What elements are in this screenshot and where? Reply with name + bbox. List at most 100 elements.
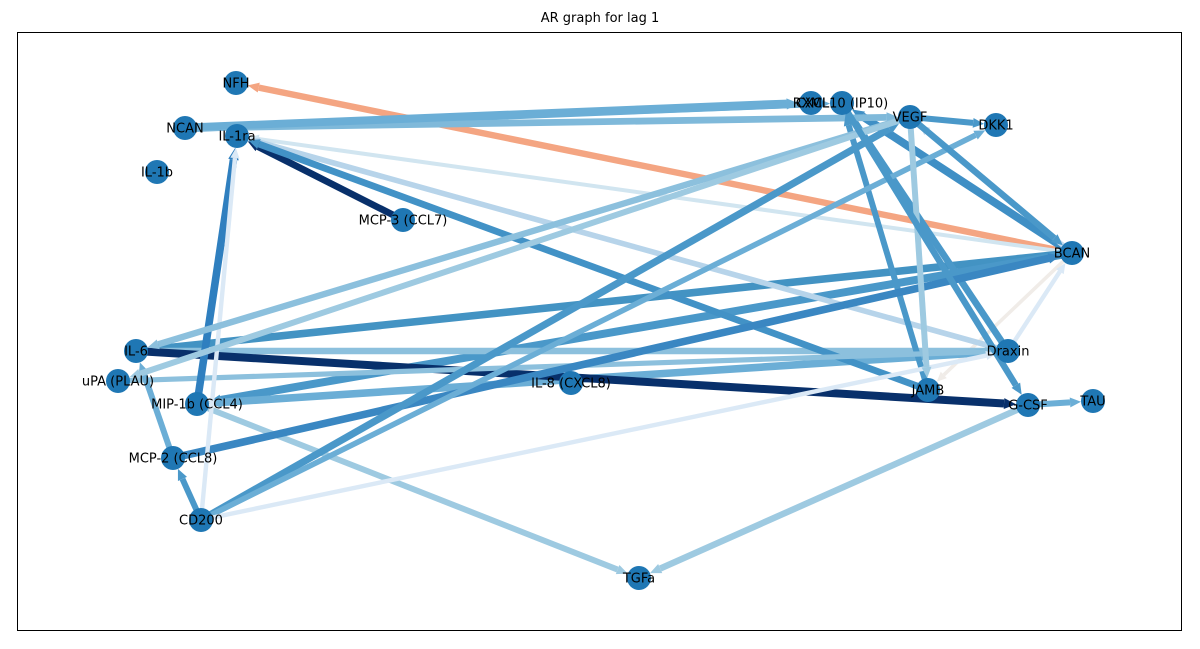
node-cxcl10 bbox=[830, 91, 854, 115]
edge-line bbox=[1006, 270, 1062, 353]
node-label-gcsf: G-CSF bbox=[1008, 399, 1048, 414]
node-label-il6: IL-6 bbox=[124, 345, 148, 360]
edge-layer bbox=[117, 82, 1082, 575]
edge-arrowhead bbox=[1069, 397, 1082, 408]
edge-arrowhead bbox=[936, 371, 947, 382]
edge-arrowhead bbox=[921, 366, 932, 379]
edge-draxin-to-bcan bbox=[1006, 263, 1066, 353]
node-label-nfh: NFH bbox=[223, 77, 250, 92]
node-label-cd200: CD200 bbox=[179, 514, 223, 529]
node-cd200 bbox=[189, 508, 213, 532]
edge-vegf-to-jamb bbox=[907, 116, 932, 379]
node-il1b bbox=[145, 160, 169, 184]
edge-arrowhead bbox=[247, 82, 260, 93]
node-bcan bbox=[1060, 241, 1084, 265]
edge-draxin-to-il1ra bbox=[248, 137, 1009, 354]
edge-vegf-to-bcan bbox=[907, 114, 1063, 246]
edge-arrowhead bbox=[230, 147, 240, 159]
node-ncan bbox=[173, 116, 197, 140]
edge-line bbox=[184, 100, 819, 132]
node-rxml bbox=[799, 91, 823, 115]
edge-line bbox=[907, 116, 930, 368]
node-label-il8: IL-8 (CXCL8) bbox=[531, 377, 611, 392]
node-label-vegf: VEGF bbox=[893, 111, 928, 126]
edge-arrowhead bbox=[147, 339, 160, 350]
edge-arrowhead bbox=[615, 564, 628, 575]
node-label-draxin: Draxin bbox=[987, 345, 1030, 360]
node-label-cxcl10: CXCL10 (IP10) bbox=[796, 97, 888, 112]
node-layer bbox=[106, 71, 1105, 590]
edge-line bbox=[258, 139, 1009, 354]
edge-arrowhead bbox=[1050, 234, 1063, 246]
node-il8 bbox=[559, 371, 583, 395]
edge-line bbox=[138, 114, 911, 377]
edge-gcsf-to-tgfa bbox=[649, 402, 1030, 574]
edge-mip1b-to-tgfa bbox=[195, 401, 628, 575]
edge-vegf-to-upa bbox=[129, 114, 911, 379]
node-label-il1ra: IL-1ra bbox=[218, 130, 255, 145]
edge-line bbox=[839, 101, 1019, 387]
edge-arrowhead bbox=[129, 369, 142, 379]
edge-arrowhead bbox=[177, 468, 187, 481]
edge-line bbox=[257, 140, 930, 394]
node-label-jamb: JAMB bbox=[911, 384, 945, 399]
edge-mcp2-to-bcan bbox=[172, 253, 1061, 462]
node-label-mcp3: MCP-3 (CCL7) bbox=[359, 214, 448, 229]
edge-line bbox=[117, 349, 986, 384]
edge-line bbox=[199, 132, 977, 523]
edge-bcan-to-nfh bbox=[247, 82, 1073, 257]
node-dkk1 bbox=[984, 113, 1008, 137]
node-tau bbox=[1081, 389, 1105, 413]
edge-line bbox=[200, 353, 987, 523]
edge-line bbox=[256, 143, 405, 224]
node-label-mip1b: MIP-1b (CCL4) bbox=[151, 398, 243, 413]
edge-line bbox=[199, 125, 892, 524]
edge-arrowhead bbox=[248, 139, 261, 149]
edge-arrowhead bbox=[1011, 382, 1022, 395]
edge-cd200-to-dkk1 bbox=[199, 130, 986, 523]
edge-line bbox=[845, 124, 931, 391]
node-jamb bbox=[916, 378, 940, 402]
edge-line bbox=[907, 114, 1057, 241]
node-label-dkk1: DKK1 bbox=[978, 119, 1013, 134]
node-tgfa bbox=[627, 566, 651, 590]
edge-arrowhead bbox=[972, 117, 985, 128]
node-il6 bbox=[124, 339, 148, 363]
node-label-mcp2: MCP-2 (CCL8) bbox=[129, 452, 218, 467]
edge-cd200-to-il1ra bbox=[198, 147, 240, 521]
edge-arrowhead bbox=[208, 397, 222, 408]
node-upa bbox=[106, 369, 130, 393]
node-label-ncan: NCAN bbox=[166, 122, 203, 137]
chart-title: AR graph for lag 1 bbox=[540, 11, 660, 26]
edge-jamb-to-il1ra bbox=[248, 139, 930, 394]
edge-line bbox=[219, 249, 1073, 404]
edge-arrowhead bbox=[1003, 398, 1017, 409]
edge-line bbox=[658, 402, 1030, 572]
edge-arrowhead bbox=[973, 130, 986, 140]
edge-line bbox=[140, 371, 176, 459]
edge-line bbox=[193, 158, 238, 405]
node-gcsf bbox=[1016, 393, 1040, 417]
node-mip1b bbox=[185, 392, 209, 416]
node-draxin bbox=[996, 339, 1020, 363]
node-label-rxml: RXML bbox=[793, 97, 830, 112]
edge-arrowhead bbox=[649, 563, 663, 574]
edge-line bbox=[172, 254, 1050, 462]
node-label-tau: TAU bbox=[1079, 395, 1105, 410]
edge-arrowhead bbox=[1047, 253, 1061, 264]
node-vegf bbox=[898, 105, 922, 129]
edge-cxcl10-to-gcsf bbox=[839, 101, 1022, 395]
node-label-upa: uPA (PLAU) bbox=[82, 375, 154, 390]
edge-mcp3-to-il1ra bbox=[247, 141, 405, 224]
node-il1ra bbox=[225, 124, 249, 148]
edge-arrowhead bbox=[1056, 263, 1066, 275]
plot-frame bbox=[17, 32, 1182, 631]
node-mcp3 bbox=[391, 208, 415, 232]
node-label-bcan: BCAN bbox=[1054, 247, 1090, 262]
edge-line bbox=[859, 112, 1075, 257]
node-nfh bbox=[224, 71, 248, 95]
edge-line bbox=[198, 157, 238, 521]
node-mcp2 bbox=[161, 446, 185, 470]
edge-vegf-to-il6 bbox=[147, 113, 911, 350]
